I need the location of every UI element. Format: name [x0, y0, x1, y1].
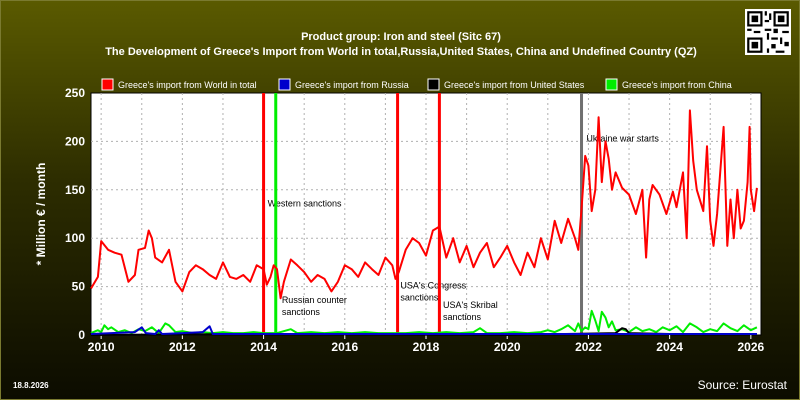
axis-ticks: 0 50 100 150 200 250 2010 2012 2014 2016 2018 2020 2… — [65, 86, 765, 354]
x-tick-label: 2026 — [737, 340, 764, 354]
event-label: USA's Skribal — [443, 300, 498, 310]
chart-subtitle: Product group: Iron and steel (Sitc 67) — [301, 31, 501, 43]
x-tick-label: 2024 — [656, 340, 683, 354]
qr-code-icon — [745, 9, 791, 55]
date-stamp: 18.8.2026 — [13, 381, 49, 390]
y-tick-label: 100 — [65, 231, 85, 245]
legend-swatch — [101, 78, 114, 91]
series-lines — [90, 109, 758, 336]
event-label: Ukraine war starts — [586, 133, 659, 143]
event-label: Russian counter — [282, 295, 347, 305]
legend-swatch — [278, 78, 291, 91]
y-tick-label: 250 — [65, 86, 85, 100]
source-note: Source: Eurostat — [697, 378, 787, 392]
y-tick-label: 150 — [65, 183, 85, 197]
y-axis-label: * Million € / month — [34, 163, 48, 266]
legend-label: Greece's import from United States — [444, 80, 585, 90]
legend-label: Greece's import from Russia — [295, 80, 409, 90]
x-tick-label: 2012 — [169, 340, 196, 354]
x-tick-label: 2020 — [494, 340, 521, 354]
chart-legend: Greece's import from World in total Greec… — [101, 78, 732, 91]
legend-swatch — [427, 78, 440, 91]
event-label: sanctions — [282, 307, 321, 317]
y-tick-label: 200 — [65, 134, 85, 148]
event-label: USA's Congress — [400, 281, 466, 291]
series-line — [90, 109, 758, 300]
y-tick-label: 0 — [78, 328, 85, 342]
x-tick-label: 2010 — [88, 340, 115, 354]
series-line — [90, 325, 757, 335]
y-tick-label: 50 — [72, 280, 86, 294]
x-tick-label: 2016 — [331, 340, 358, 354]
event-label: Western sanctions — [268, 198, 342, 208]
legend-label: Greece's import from China — [622, 80, 732, 90]
event-label: sanctions — [400, 293, 439, 303]
x-tick-label: 2014 — [250, 340, 277, 354]
event-label: sanctions — [443, 312, 482, 322]
legend-swatch — [605, 78, 618, 91]
chart-title: The Development of Greece's Import from … — [105, 46, 697, 58]
x-tick-label: 2018 — [413, 340, 440, 354]
legend-label: Greece's import from World in total — [118, 80, 257, 90]
x-tick-label: 2022 — [575, 340, 602, 354]
